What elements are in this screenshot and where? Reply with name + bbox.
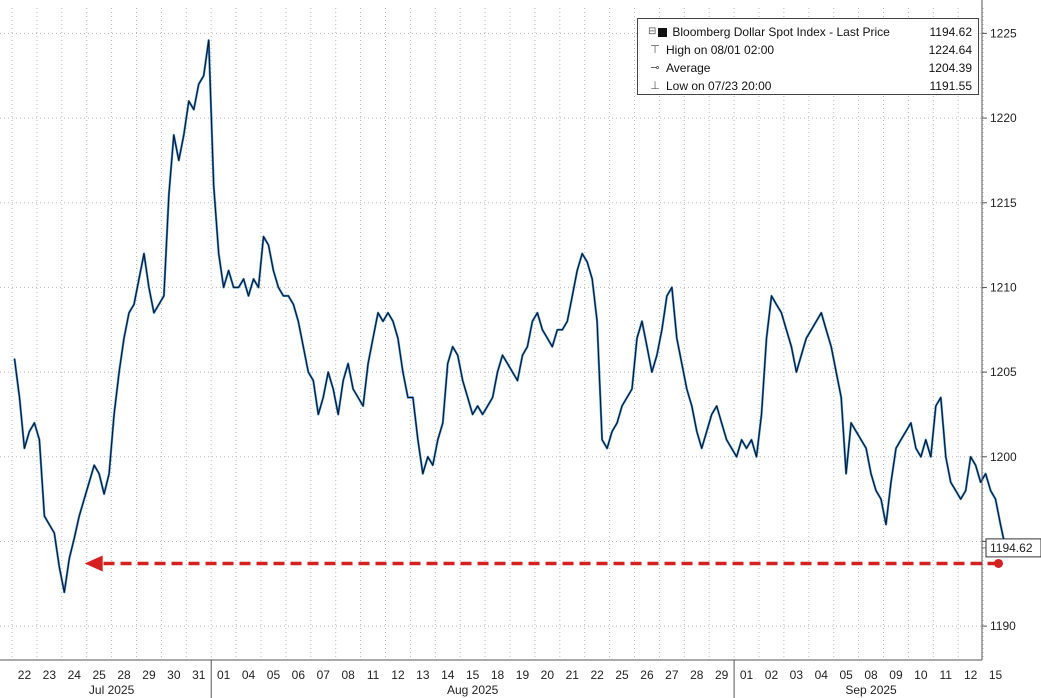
annotation-arrow bbox=[84, 555, 1004, 572]
legend-high-label: High on 08/01 02:00 bbox=[666, 43, 775, 57]
x-tick-label: 05 bbox=[267, 668, 281, 682]
x-tick-label: 03 bbox=[790, 668, 804, 682]
y-axis: 1190 1200 1205 1210 1215 1220 1225 1194.62 bbox=[981, 0, 1041, 660]
x-tick-label: 29 bbox=[715, 668, 729, 682]
month-label: Sep 2025 bbox=[845, 683, 897, 697]
x-tick-label: 02 bbox=[765, 668, 779, 682]
x-tick-label: 28 bbox=[117, 668, 131, 682]
x-tick-label: 15 bbox=[989, 668, 1003, 682]
x-tick-label: 10 bbox=[914, 668, 928, 682]
x-tick-label: 12 bbox=[964, 668, 978, 682]
legend-row-low: ⊥ Low on 07/23 20:00 1191.55 bbox=[648, 77, 972, 95]
series-line bbox=[13, 39, 1007, 594]
collapse-icon[interactable]: ⊟ bbox=[648, 26, 657, 37]
x-tick-label: 15 bbox=[466, 668, 480, 682]
annotation-start-dot bbox=[994, 558, 1004, 568]
x-tick-label: 21 bbox=[566, 668, 580, 682]
y-tick-label: 1190 bbox=[990, 619, 1016, 633]
x-tick-label: 27 bbox=[665, 668, 679, 682]
y-tick-label: 1220 bbox=[990, 111, 1017, 125]
x-tick-label: 22 bbox=[18, 668, 32, 682]
low-marker-icon: ⊥ bbox=[650, 80, 660, 92]
legend-average-label: Average bbox=[666, 61, 711, 75]
x-tick-label: 13 bbox=[416, 668, 430, 682]
x-tick-label: 20 bbox=[541, 668, 555, 682]
x-tick-label: 07 bbox=[317, 668, 331, 682]
x-tick-label: 25 bbox=[615, 668, 629, 682]
legend-row-high: ⊤ High on 08/01 02:00 1224.64 bbox=[648, 41, 972, 59]
legend: ⊟ Bloomberg Dollar Spot Index - Last Pri… bbox=[637, 18, 979, 95]
month-label: Jul 2025 bbox=[89, 683, 135, 697]
x-tick-label: 23 bbox=[43, 668, 57, 682]
x-tick-label: 29 bbox=[142, 668, 156, 682]
grid bbox=[0, 8, 984, 660]
legend-average-value: 1204.39 bbox=[928, 61, 972, 75]
last-price-label: 1194.62 bbox=[990, 541, 1033, 555]
x-axis: 22 23 24 25 28 29 30 31 01 04 05 06 07 08 11 12 13 14 15 18… bbox=[0, 659, 1003, 698]
legend-last-value: 1194.62 bbox=[929, 25, 973, 39]
x-tick-label: 25 bbox=[92, 668, 106, 682]
x-tick-label: 22 bbox=[590, 668, 604, 682]
x-tick-label: 28 bbox=[690, 668, 704, 682]
x-tick-label: 31 bbox=[192, 668, 206, 682]
y-tick-label: 1225 bbox=[990, 26, 1017, 40]
x-tick-label: 04 bbox=[242, 668, 256, 682]
series-swatch-icon bbox=[658, 27, 668, 37]
x-tick-label: 19 bbox=[516, 668, 530, 682]
x-tick-label: 12 bbox=[391, 668, 405, 682]
x-tick-label: 09 bbox=[889, 668, 903, 682]
last-price-box bbox=[985, 538, 1041, 558]
legend-row-average: ⊸ Average 1204.39 bbox=[648, 59, 972, 77]
high-marker-icon: ⊤ bbox=[650, 44, 660, 56]
x-tick-label: 01 bbox=[740, 668, 754, 682]
month-label: Aug 2025 bbox=[447, 683, 499, 697]
x-tick-label: 30 bbox=[167, 668, 181, 682]
x-tick-label: 11 bbox=[367, 668, 380, 682]
x-tick-label: 11 bbox=[940, 668, 953, 682]
average-marker-icon: ⊸ bbox=[650, 62, 660, 74]
y-tick-label: 1205 bbox=[990, 365, 1017, 379]
y-tick-label: 1200 bbox=[990, 450, 1017, 464]
x-tick-label: 18 bbox=[491, 668, 505, 682]
x-tick-label: 01 bbox=[217, 668, 231, 682]
x-tick-label: 06 bbox=[292, 668, 306, 682]
legend-row-last: ⊟ Bloomberg Dollar Spot Index - Last Pri… bbox=[648, 23, 972, 41]
y-tick-label: 1215 bbox=[990, 196, 1017, 210]
series-line-main bbox=[14, 39, 1006, 593]
x-tick-label: 04 bbox=[815, 668, 829, 682]
x-tick-label: 08 bbox=[864, 668, 878, 682]
x-tick-label: 05 bbox=[839, 668, 853, 682]
y-tick-label: 1210 bbox=[990, 280, 1017, 294]
legend-series-name: Bloomberg Dollar Spot Index - Last Price bbox=[672, 25, 890, 39]
x-tick-label: 26 bbox=[640, 668, 654, 682]
legend-low-value: 1191.55 bbox=[929, 79, 973, 93]
legend-low-label: Low on 07/23 20:00 bbox=[666, 79, 772, 93]
legend-high-value: 1224.64 bbox=[928, 43, 972, 57]
x-tick-label: 08 bbox=[341, 668, 355, 682]
annotation-arrowhead bbox=[84, 555, 103, 572]
x-tick-label: 24 bbox=[68, 668, 82, 682]
x-tick-label: 14 bbox=[441, 668, 455, 682]
